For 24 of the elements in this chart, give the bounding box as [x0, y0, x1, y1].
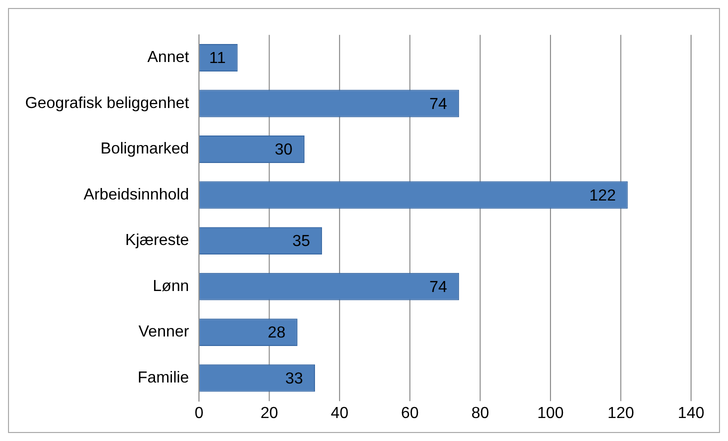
data-label: 74 [429, 278, 448, 296]
data-label: 30 [274, 142, 293, 159]
data-label: 28 [268, 324, 286, 342]
y-tick-label: Arbeidsinnhold [84, 186, 190, 204]
x-tick-label: 40 [330, 404, 349, 422]
x-tick-label: 0 [194, 404, 204, 422]
x-tick-label: 140 [678, 404, 705, 422]
x-tick-label: 120 [607, 404, 634, 422]
y-tick-label: Venner [138, 324, 190, 341]
data-label: 35 [292, 233, 310, 250]
y-tick-label: Kjæreste [125, 232, 190, 250]
data-label: 122 [589, 187, 616, 204]
y-tick-label: Familie [138, 369, 190, 386]
x-tick-label: 20 [260, 404, 278, 422]
data-label: 74 [429, 96, 448, 113]
x-tick-label: 60 [401, 404, 419, 422]
data-label: 11 [209, 50, 226, 68]
x-tick-label: 100 [537, 404, 564, 422]
data-label: 33 [285, 370, 304, 388]
y-tick-label: Annet [147, 49, 190, 66]
y-tick-label: Lønn [152, 278, 190, 295]
x-tick-label: 80 [471, 404, 490, 422]
y-tick-label: Boligmarked [100, 140, 190, 158]
y-tick-label: Geografisk beliggenhet [25, 94, 190, 112]
